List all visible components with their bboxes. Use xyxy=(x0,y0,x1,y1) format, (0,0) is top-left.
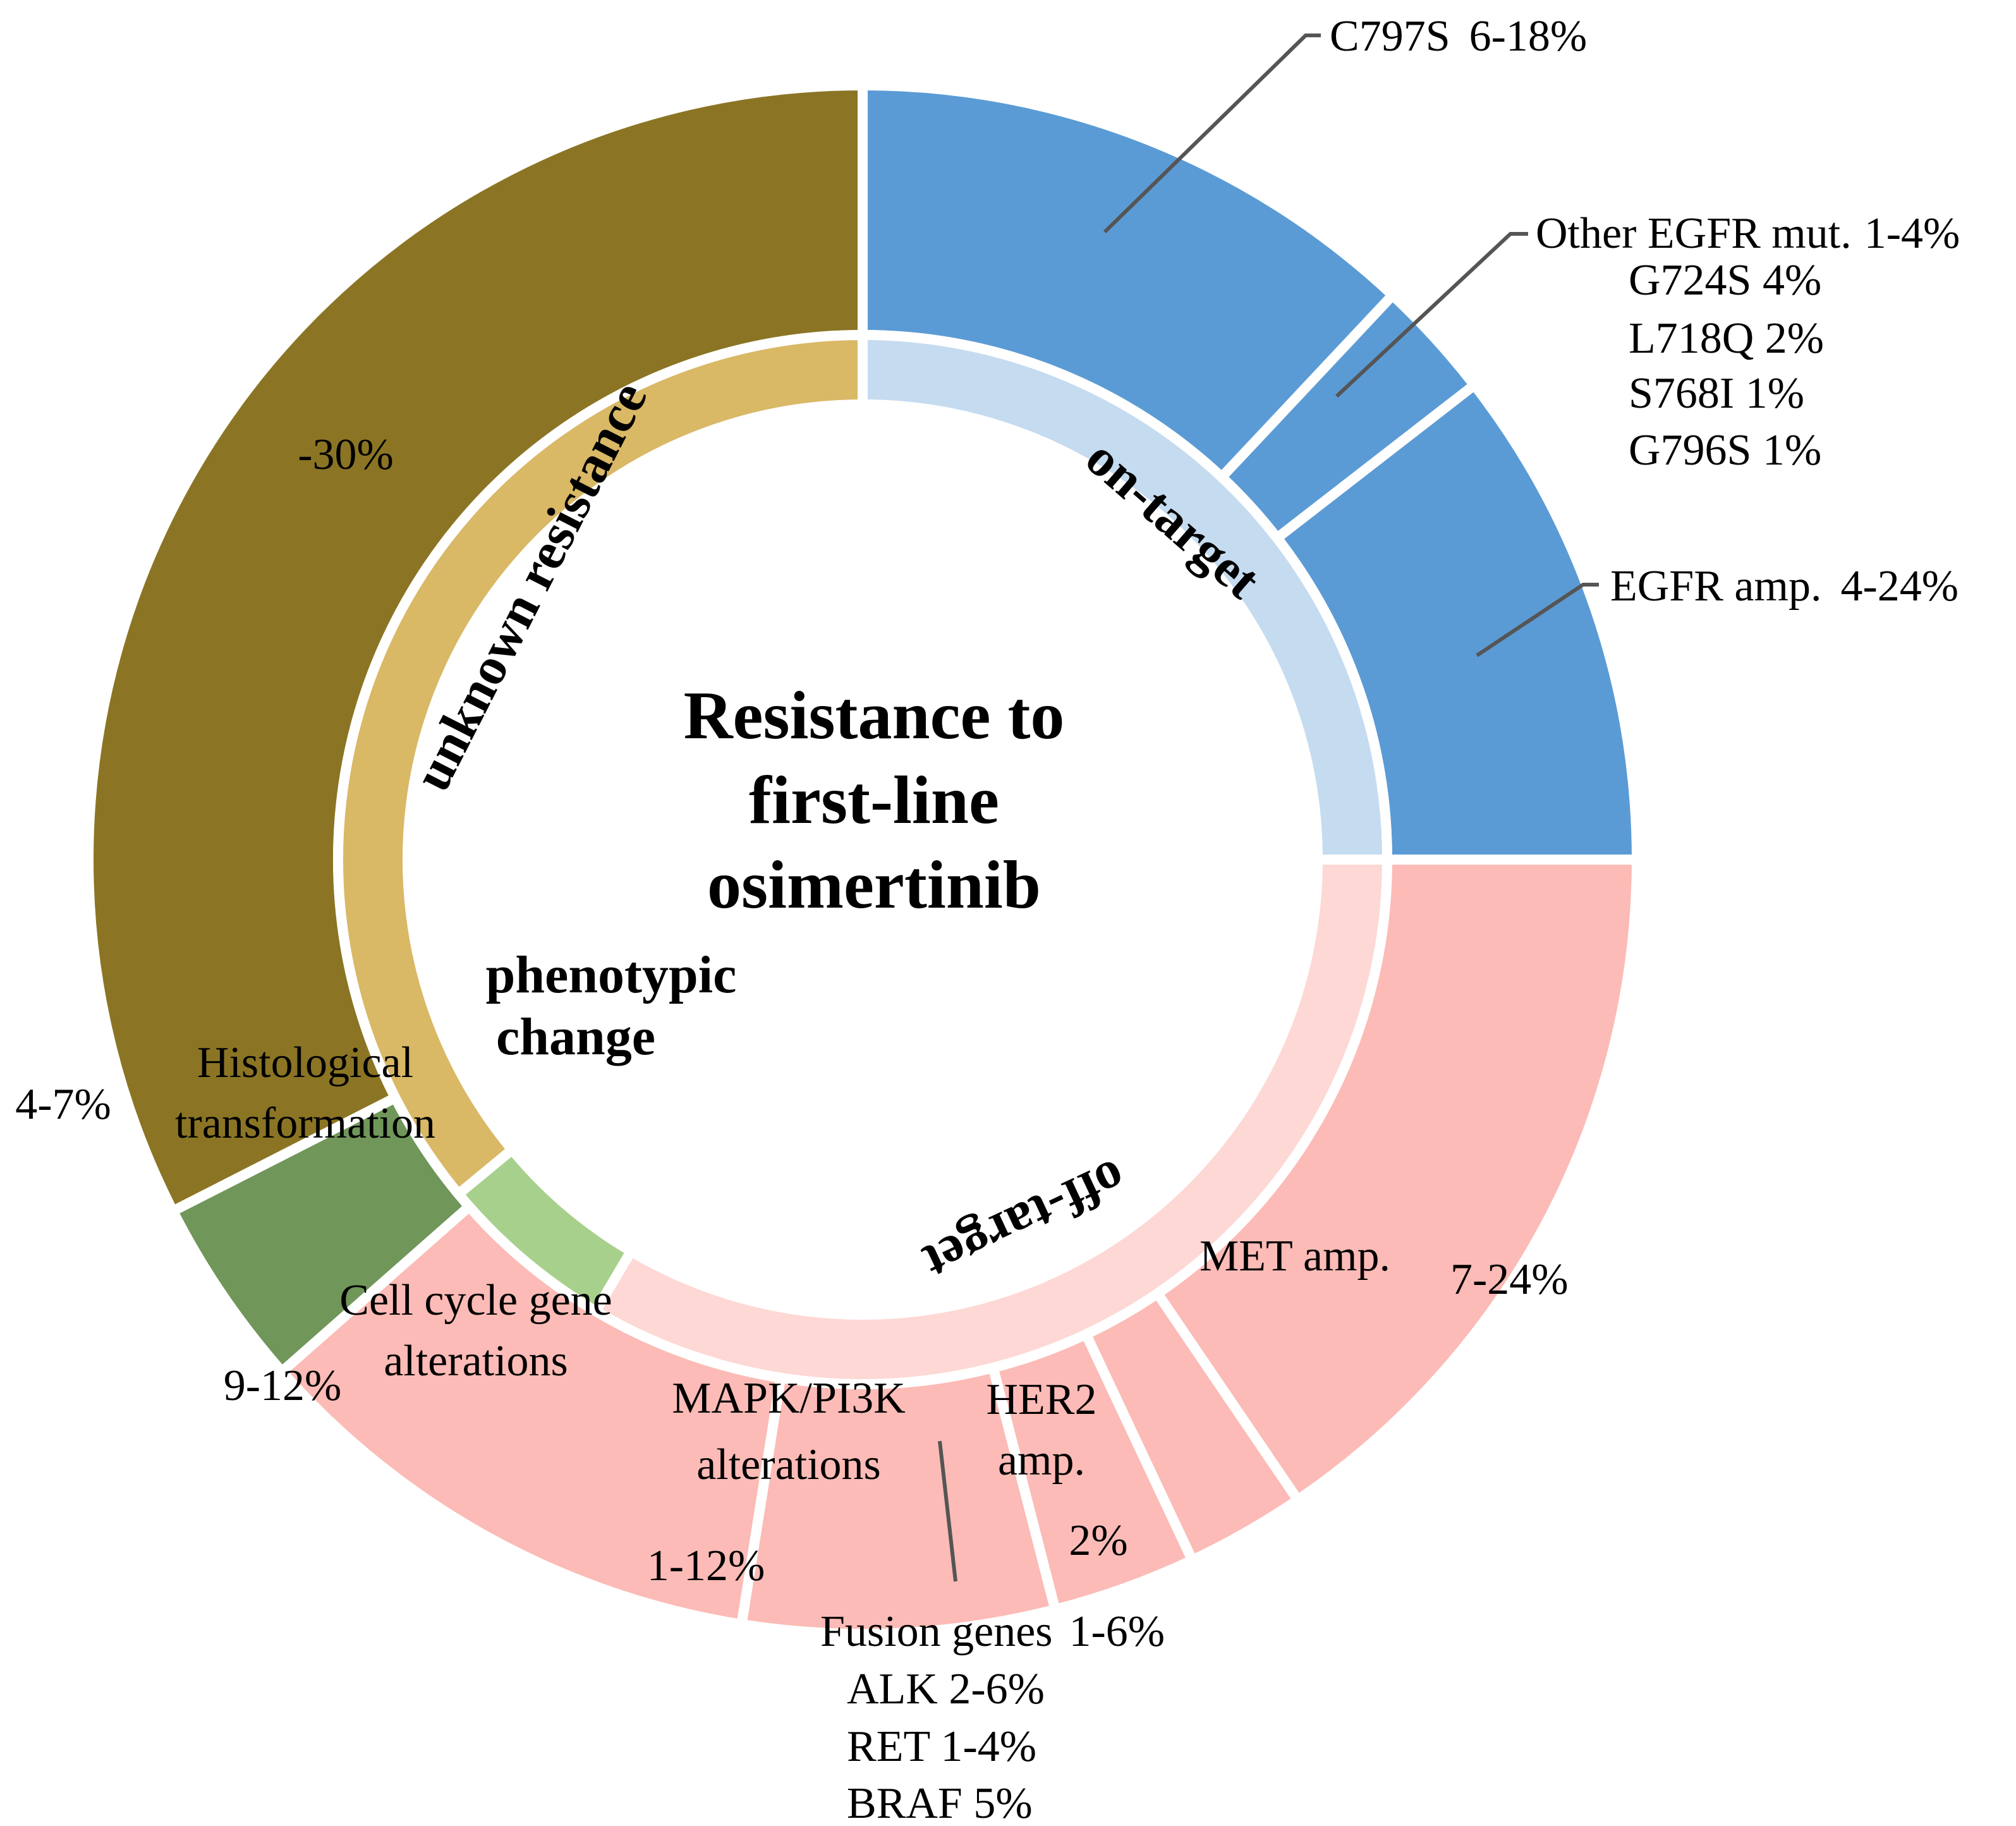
label-braf: BRAF 5% xyxy=(847,1779,1033,1826)
label-met-amp: MET amp. xyxy=(1199,1232,1390,1281)
label-other-egfr-name: Other EGFR mut. xyxy=(1536,209,1852,258)
label-cell-cycle-line-1: Cell cycle gene xyxy=(339,1276,612,1325)
label-g796s: G796S 1% xyxy=(1629,426,1821,475)
label-egfr-amp-range: 4-24% xyxy=(1840,562,1958,611)
label-cell-cycle-line-2: alterations xyxy=(384,1337,568,1385)
label-her2-line-1: HER2 xyxy=(987,1375,1097,1424)
inner-segment-unknown xyxy=(333,329,868,1202)
center-title-line-1: Resistance to xyxy=(684,678,1065,753)
label-her2-line-2: amp. xyxy=(998,1436,1085,1485)
label-ret: RET 1-4% xyxy=(847,1722,1036,1771)
label-egfr-amp-name: EGFR amp. xyxy=(1610,562,1821,611)
inner-segment-off xyxy=(588,855,1393,1389)
inner-label-change: change xyxy=(496,1007,655,1066)
label-c797s-name: C797S xyxy=(1330,12,1450,61)
label-histo-range: 4-7% xyxy=(15,1080,111,1129)
leader-egfr-amp xyxy=(1476,583,1599,657)
label-histo-line-1: Histological xyxy=(197,1038,413,1087)
label-unknown-range: -30% xyxy=(298,430,394,479)
center-title-line-3: osimertinib xyxy=(707,848,1041,923)
label-fusion: Fusion genes 1-6% xyxy=(820,1607,1165,1656)
label-c797s-range: 6-18% xyxy=(1469,12,1588,61)
label-alk: ALK 2-6% xyxy=(847,1665,1045,1713)
label-mapk-line-2: alterations xyxy=(696,1440,881,1489)
label-g724s: G724S 4% xyxy=(1629,256,1821,305)
label-c797s: C797S 6-18% xyxy=(1330,12,1587,61)
label-other-egfr-range: 1-4% xyxy=(1864,209,1960,258)
label-egfr-amp: EGFR amp. 4-24% xyxy=(1610,562,1958,611)
label-met-amp-range: 7-24% xyxy=(1450,1255,1569,1304)
label-cell-cycle-range: 9-12% xyxy=(224,1361,342,1410)
center-title-line-2: first-line xyxy=(749,763,999,838)
leader-c797s xyxy=(1103,33,1321,234)
label-fusion-range: 1-6% xyxy=(1069,1607,1165,1656)
leader-fusion xyxy=(938,1440,957,1582)
label-s768i: S768I 1% xyxy=(1629,369,1804,418)
label-l718q: L718Q 2% xyxy=(1629,314,1824,363)
label-her2-range: 2% xyxy=(1069,1516,1127,1565)
label-other-egfr: Other EGFR mut. 1-4% xyxy=(1536,209,1960,258)
label-mapk-range: 1-12% xyxy=(647,1542,765,1590)
label-fusion-name: Fusion genes xyxy=(820,1607,1053,1656)
inner-ring xyxy=(333,329,1393,1389)
leader-lines xyxy=(938,33,1599,1582)
inner-label-phenotypic: phenotypic xyxy=(486,946,737,1004)
label-histo-line-2: transformation xyxy=(175,1099,435,1148)
center-title: Resistance to first-line osimertinib xyxy=(684,678,1065,923)
label-mapk-line-1: MAPK/PI3K xyxy=(672,1374,906,1423)
leader-other-egfr xyxy=(1335,232,1528,398)
